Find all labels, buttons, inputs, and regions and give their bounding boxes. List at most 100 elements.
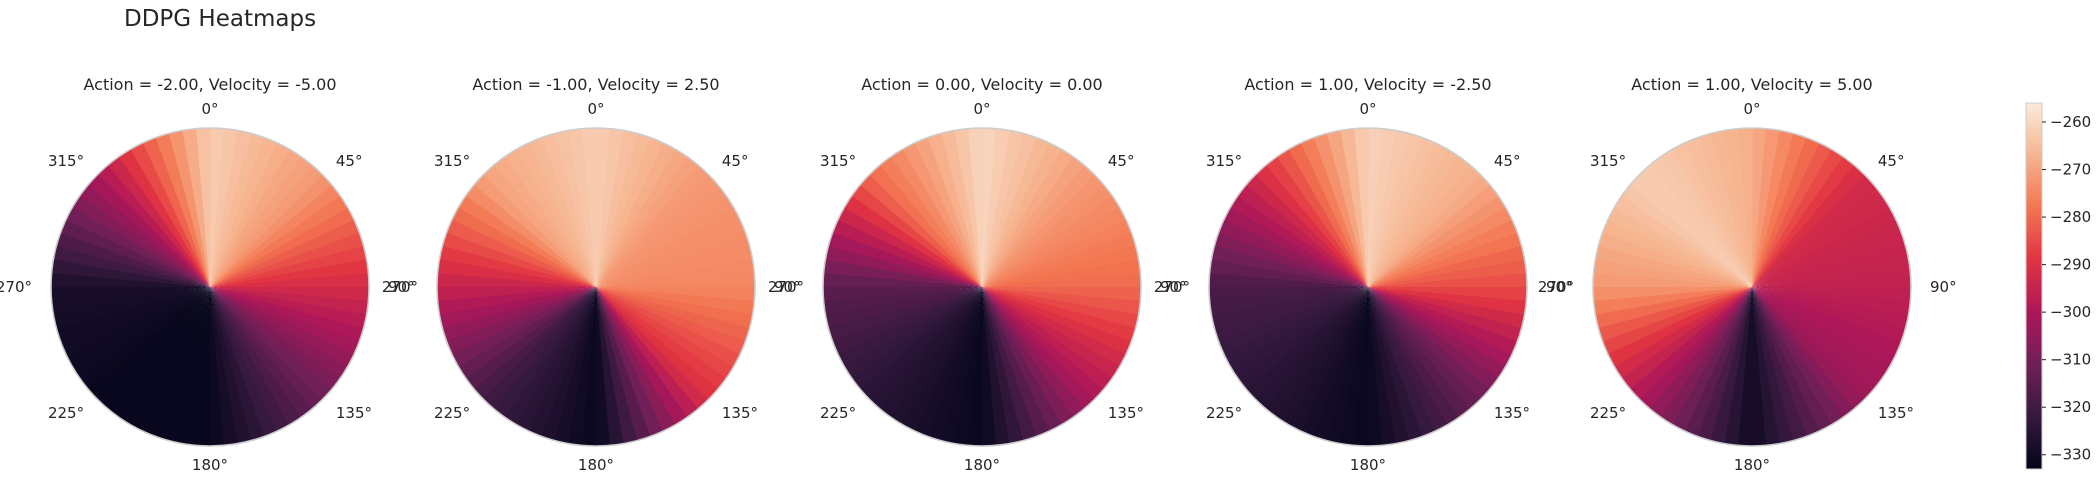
heatmap-wedge bbox=[822, 286, 982, 301]
heatmap-wedge bbox=[210, 207, 355, 287]
heatmap-wedge bbox=[1367, 287, 1382, 447]
heatmap-wedge bbox=[210, 287, 265, 441]
heatmap-wedge bbox=[926, 287, 982, 441]
figure-title: DDPG Heatmaps bbox=[124, 6, 317, 32]
theta-tick-label: 135° bbox=[1108, 404, 1144, 422]
colorbar-tick-label: −300 bbox=[2050, 303, 2091, 321]
heatmap-wedge bbox=[902, 142, 982, 287]
theta-tick-label: 225° bbox=[434, 404, 470, 422]
heatmap-wedge bbox=[879, 287, 982, 418]
heatmap-wedge bbox=[982, 287, 1050, 437]
heatmap-wedge bbox=[458, 195, 596, 287]
heatmap-wedge bbox=[1621, 184, 1752, 287]
heatmap-wedge bbox=[1230, 195, 1368, 287]
heatmap-wedge bbox=[982, 133, 1038, 287]
heatmap-wedge bbox=[142, 137, 210, 287]
heatmap-wedge bbox=[1245, 287, 1368, 400]
heatmap-wedge bbox=[1607, 206, 1752, 287]
heatmap-wedge bbox=[596, 259, 755, 287]
heatmap-wedge bbox=[1313, 133, 1368, 287]
heatmap-wedge bbox=[1595, 287, 1752, 329]
heatmap-wedge bbox=[890, 148, 982, 287]
heatmap-wedge bbox=[982, 232, 1136, 287]
heatmap-wedge bbox=[1629, 287, 1752, 400]
heatmap-wedge bbox=[1752, 287, 1807, 441]
heatmap-wedge bbox=[1368, 287, 1481, 410]
theta-tick-label: 90° bbox=[774, 278, 801, 296]
heatmap-wedge bbox=[210, 287, 238, 446]
heatmap-wedge bbox=[596, 184, 727, 287]
heatmap-wedge bbox=[982, 287, 1127, 368]
heatmap-wedge bbox=[596, 287, 746, 356]
heatmap-wedge bbox=[1368, 156, 1471, 287]
theta-tick-label: 90° bbox=[1930, 278, 1957, 296]
heatmap-wedge bbox=[210, 287, 360, 356]
theta-tick-label: 45° bbox=[1108, 152, 1135, 170]
heatmap-wedge bbox=[596, 207, 741, 287]
heatmap-wedge bbox=[1312, 287, 1368, 441]
heatmap-wedge bbox=[596, 287, 709, 410]
heatmap-wedge bbox=[210, 287, 323, 410]
panel-title: Action = 0.00, Velocity = 0.00 bbox=[861, 75, 1102, 94]
theta-tick-label: 270° bbox=[768, 278, 804, 296]
heatmap-wedge bbox=[1752, 195, 1891, 287]
heatmap-wedge bbox=[465, 184, 596, 287]
heatmap-wedge bbox=[982, 287, 1010, 446]
theta-tick-label: 315° bbox=[820, 152, 856, 170]
heatmap-wedge bbox=[1368, 287, 1436, 437]
heatmap-wedge bbox=[869, 164, 982, 287]
heatmap-wedge bbox=[1368, 287, 1499, 390]
theta-tick-label: 135° bbox=[1878, 404, 1914, 422]
heatmap-wedge bbox=[210, 273, 370, 288]
polar-heatmap-panel: Action = -1.00, Velocity = 2.50 0° 45° 90° 1… bbox=[382, 75, 801, 474]
heatmap-wedge bbox=[182, 128, 210, 287]
theta-tick-label: 270° bbox=[1154, 278, 1190, 296]
theta-tick-label: 270° bbox=[1538, 278, 1574, 296]
heatmap-wedge bbox=[1649, 287, 1752, 418]
heatmap-wedge bbox=[210, 287, 252, 444]
heatmap-wedge bbox=[1229, 287, 1368, 379]
heatmap-wedge bbox=[1214, 231, 1368, 287]
heatmap-wedge bbox=[1738, 127, 1753, 287]
heatmap-wedge bbox=[1752, 184, 1883, 287]
heatmap-wedge bbox=[1368, 259, 1527, 287]
heatmap-wedge bbox=[1752, 207, 1897, 287]
theta-tick-label: 0° bbox=[587, 100, 604, 118]
heatmap-wedge bbox=[210, 165, 324, 287]
heatmap-wedge bbox=[1368, 174, 1491, 287]
heatmap-wedge bbox=[1649, 156, 1752, 287]
heatmap-wedge bbox=[596, 195, 735, 287]
heatmap-wedge bbox=[210, 245, 367, 287]
heatmap-wedge bbox=[446, 287, 596, 355]
heatmap-wedge bbox=[210, 287, 348, 379]
heatmap-wedge bbox=[129, 287, 210, 432]
heatmap-wedge bbox=[554, 130, 596, 287]
theta-tick-label: 135° bbox=[1494, 404, 1530, 422]
colorbar-gradient bbox=[2025, 102, 2043, 470]
heatmap-wedge bbox=[982, 287, 1132, 356]
heatmap-wedge bbox=[1752, 137, 1821, 287]
heatmap-wedge bbox=[1724, 128, 1752, 287]
heatmap-wedge bbox=[596, 174, 719, 287]
heatmap-wedge bbox=[168, 130, 210, 287]
heatmap-wedge bbox=[1340, 128, 1368, 287]
heatmap-wedge bbox=[210, 142, 291, 287]
heatmap-wedge bbox=[1223, 206, 1368, 287]
heatmap-wedge bbox=[1368, 287, 1410, 444]
heatmap-wedge bbox=[504, 287, 596, 425]
heatmap-wedge bbox=[210, 195, 349, 287]
heatmap-wedge bbox=[1630, 173, 1752, 287]
heatmap-wedge bbox=[1368, 287, 1448, 432]
heatmap-wedge bbox=[596, 219, 746, 287]
theta-tick-label: 90° bbox=[388, 278, 415, 296]
polar-frame bbox=[1208, 127, 1528, 447]
heatmap-wedge bbox=[1660, 287, 1752, 425]
colorbar-tick-label: −320 bbox=[2050, 398, 2091, 416]
heatmap-wedge bbox=[1752, 287, 1832, 432]
heatmap-wedge bbox=[1354, 127, 1369, 287]
theta-tick-label: 315° bbox=[1206, 152, 1242, 170]
theta-tick-label: 315° bbox=[1590, 152, 1626, 170]
heatmap-wedge bbox=[823, 287, 982, 315]
heatmap-wedge bbox=[843, 287, 982, 379]
heatmap-wedge bbox=[210, 259, 369, 287]
